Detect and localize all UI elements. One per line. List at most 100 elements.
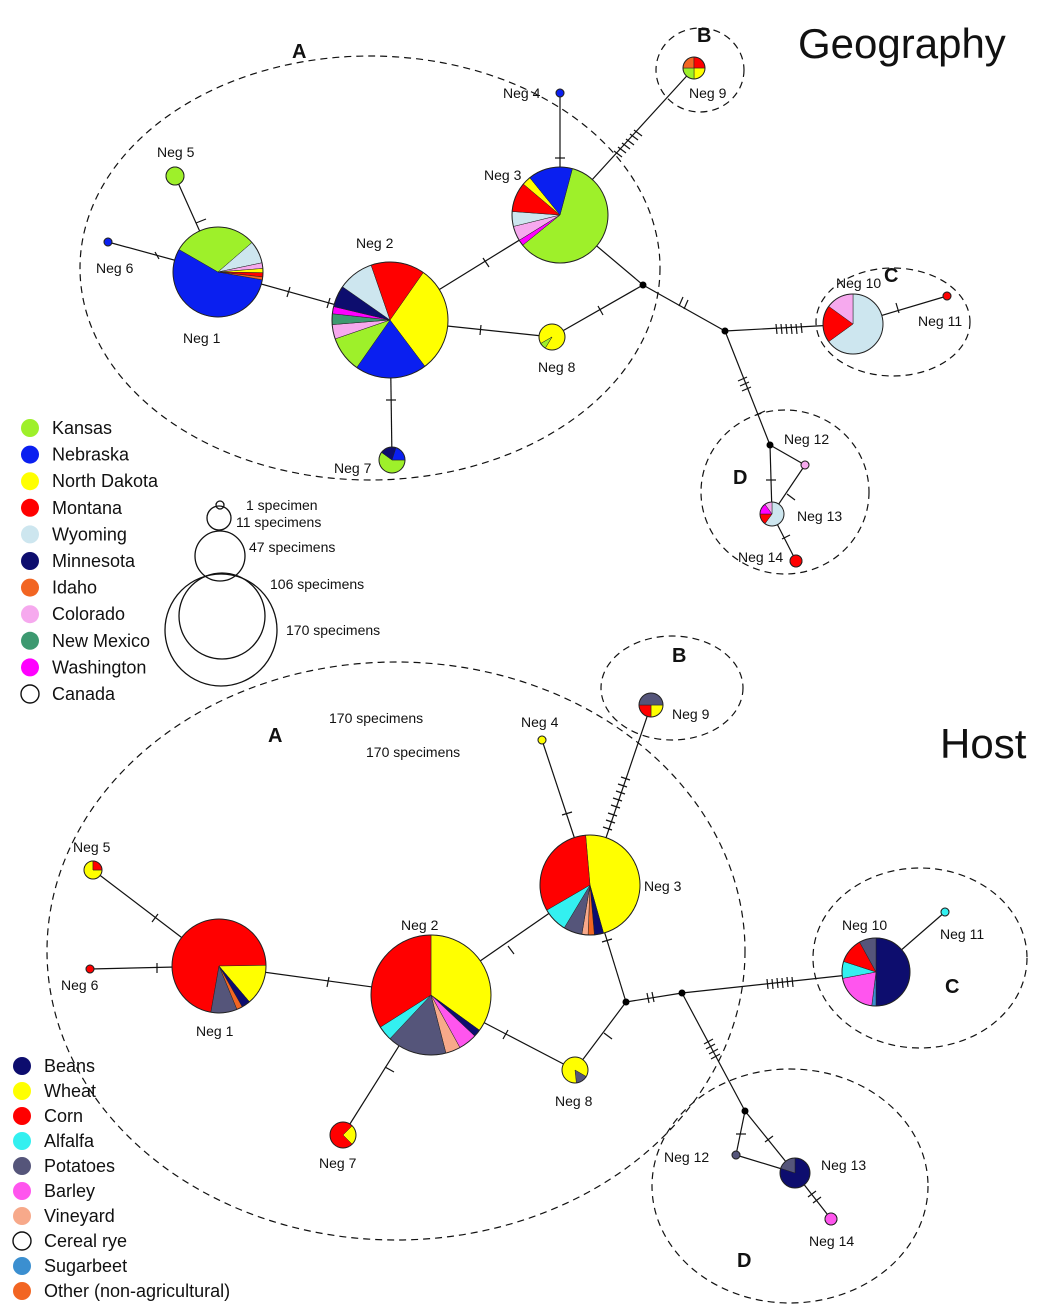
geo-label-neg3: Neg 3 xyxy=(484,167,522,183)
host-pie-outline xyxy=(83,860,103,880)
host-group-d-label: D xyxy=(737,1250,751,1272)
host-label-neg13: Neg 13 xyxy=(821,1157,866,1173)
geo-pie-outline xyxy=(331,261,449,379)
host-label-neg8: Neg 8 xyxy=(555,1093,593,1109)
geo-pie-outline xyxy=(789,554,803,568)
size-circle-106 xyxy=(178,572,266,660)
legend-label-beans: Beans xyxy=(44,1056,95,1076)
geo-node-neg6 xyxy=(103,237,113,247)
host-node-neg11 xyxy=(940,907,950,917)
host-title: Host xyxy=(940,720,1027,767)
legend-swatch-montana xyxy=(21,498,39,517)
legend-swatch-sugarbeet xyxy=(13,1257,31,1275)
host-label-neg11: Neg 11 xyxy=(940,926,984,942)
host-pie-outline xyxy=(824,1212,838,1226)
host-node-neg5 xyxy=(83,860,103,880)
geography-legend: Kansas Nebraska North Dakota Montana Wyoming… xyxy=(20,418,159,704)
geo-group-a-outline xyxy=(79,55,661,481)
geo-median-vertex xyxy=(721,327,729,335)
geo-node-neg1 xyxy=(172,226,264,318)
geo-label-neg10: Neg 10 xyxy=(836,275,881,291)
legend-label-corn: Corn xyxy=(44,1106,83,1126)
geo-group-a-label: A xyxy=(292,41,306,63)
geo-pie-outline xyxy=(800,460,810,470)
geo-node-neg2 xyxy=(331,261,449,379)
geo-group-d-label: D xyxy=(733,467,747,489)
host-edge-neg8-hub1 xyxy=(574,1001,627,1071)
geo-pie-outline xyxy=(822,293,884,355)
host-label-neg9: Neg 9 xyxy=(672,706,710,722)
host-pie-outline xyxy=(171,918,267,1014)
host-pie-slice-beans xyxy=(875,937,911,1007)
host-edge-hub3-neg12 xyxy=(735,1110,746,1156)
geo-pie-outline xyxy=(555,88,565,98)
host-pie-outline xyxy=(841,937,911,1007)
legend-swatch-other-non-agricultural- xyxy=(13,1282,31,1300)
legend-swatch-potatoes xyxy=(13,1157,31,1175)
size-circle-47 xyxy=(194,530,246,582)
host-pie-outline xyxy=(731,1150,741,1160)
legend-swatch-barley xyxy=(13,1182,31,1200)
host-label-neg4: Neg 4 xyxy=(521,714,559,730)
host-label-neg10: Neg 10 xyxy=(842,917,887,933)
host-label-neg7: Neg 7 xyxy=(319,1155,357,1171)
host-group-b-outline xyxy=(600,635,744,741)
geo-pie-outline xyxy=(103,237,113,247)
host-label-neg3: Neg 3 xyxy=(644,878,682,894)
size-label-106: 106 specimens xyxy=(270,576,364,592)
geo-label-neg4: Neg 4 xyxy=(503,85,541,101)
geo-label-neg8: Neg 8 xyxy=(538,359,576,375)
legend-swatch-new-mexico xyxy=(21,631,39,650)
size-circle-1 xyxy=(215,500,225,510)
geo-node-neg10 xyxy=(822,293,884,355)
geo-edge-neg8-hub1 xyxy=(551,284,644,338)
host-pie-outline xyxy=(329,1121,357,1149)
geo-pie-outline xyxy=(378,446,406,474)
geography-panel: Geography A B C D xyxy=(20,20,1006,704)
host-node-neg9 xyxy=(638,692,664,718)
legend-swatch-wheat xyxy=(13,1082,31,1100)
size-circle-170 xyxy=(164,573,278,687)
host-node-neg13 xyxy=(779,1157,811,1189)
geo-label-neg9: Neg 9 xyxy=(689,85,727,101)
legend-label-cereal-rye: Cereal rye xyxy=(44,1231,127,1251)
geo-pie-outline xyxy=(172,226,264,318)
geo-group-c-outline xyxy=(815,267,971,377)
legend-swatch-washington xyxy=(21,658,39,677)
host-node-neg4 xyxy=(537,735,547,745)
host-pie-outline xyxy=(537,735,547,745)
legend-swatch-beans xyxy=(13,1057,31,1075)
host-pie-outline xyxy=(561,1056,589,1084)
legend-label-sugarbeet: Sugarbeet xyxy=(44,1256,127,1276)
geo-label-neg1: Neg 1 xyxy=(183,330,221,346)
host-mutation-ticks xyxy=(151,776,822,1204)
host-node-neg1 xyxy=(171,918,267,1014)
host-pie-outline xyxy=(370,934,492,1056)
geo-median-vertex xyxy=(766,441,774,449)
geo-edge-hub3-neg12 xyxy=(769,444,806,466)
geo-median-vertex xyxy=(639,281,647,289)
host-edge-hub1-hub2 xyxy=(625,992,683,1003)
legend-label-colorado: Colorado xyxy=(52,604,125,624)
geo-pie-outline xyxy=(511,166,609,264)
size-label-1: 1 specimen xyxy=(246,497,318,513)
host-node-neg14 xyxy=(824,1212,838,1226)
specimen-size-scale: 1 specimen 11 specimens 47 specimens 106… xyxy=(164,497,380,687)
host-node-neg7 xyxy=(329,1121,357,1149)
legend-swatch-corn xyxy=(13,1107,31,1125)
host-group-c-outline xyxy=(812,867,1028,1049)
legend-swatch-wyoming xyxy=(21,525,39,544)
legend-label-north-dakota: North Dakota xyxy=(52,471,159,491)
host-group-a-label: A xyxy=(268,725,282,747)
host-node-neg8 xyxy=(561,1056,589,1084)
geo-label-neg13: Neg 13 xyxy=(797,508,842,524)
host-group-b-label: B xyxy=(672,645,686,667)
geography-title: Geography xyxy=(798,20,1006,67)
host-node-neg6 xyxy=(85,964,95,974)
legend-label-barley: Barley xyxy=(44,1181,95,1201)
geo-node-neg9 xyxy=(682,56,706,80)
legend-swatch-colorado xyxy=(21,605,39,624)
legend-swatch-canada xyxy=(20,684,40,704)
legend-label-wyoming: Wyoming xyxy=(52,524,127,544)
geo-node-neg4 xyxy=(555,88,565,98)
